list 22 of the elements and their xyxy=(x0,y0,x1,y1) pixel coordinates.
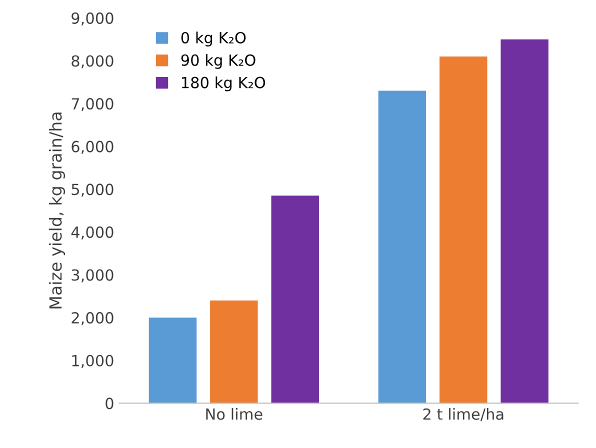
y-axis-title: Maize yield, kg grain/ha xyxy=(48,112,66,308)
y-tick-label: 4,000 xyxy=(71,226,114,240)
legend-label: 0 kg K₂O xyxy=(181,32,246,46)
y-tick-label: 8,000 xyxy=(72,55,114,68)
bar xyxy=(148,318,197,404)
y-tick-label: 0 xyxy=(106,398,114,410)
y-tick-label: 3,000 xyxy=(72,269,114,282)
bar xyxy=(210,300,258,404)
y-tick-label: 1,000 xyxy=(72,354,114,368)
bar xyxy=(440,56,488,404)
y-tick-label: 5,000 xyxy=(72,184,114,197)
bar xyxy=(378,90,426,404)
y-tick-label: 2,000 xyxy=(72,312,114,326)
x-tick-label: 2 t lime/ha xyxy=(423,408,504,422)
legend-label: 90 kg K₂O xyxy=(181,54,256,69)
y-tick-label: 6,000 xyxy=(72,140,114,154)
bar xyxy=(500,39,548,404)
bar xyxy=(271,196,319,404)
y-tick-label: 9,000 xyxy=(72,12,114,26)
x-tick-label: No lime xyxy=(206,408,262,420)
y-tick-label: 7,000 xyxy=(72,98,114,112)
legend-label: 180 kg K₂O xyxy=(182,76,266,92)
